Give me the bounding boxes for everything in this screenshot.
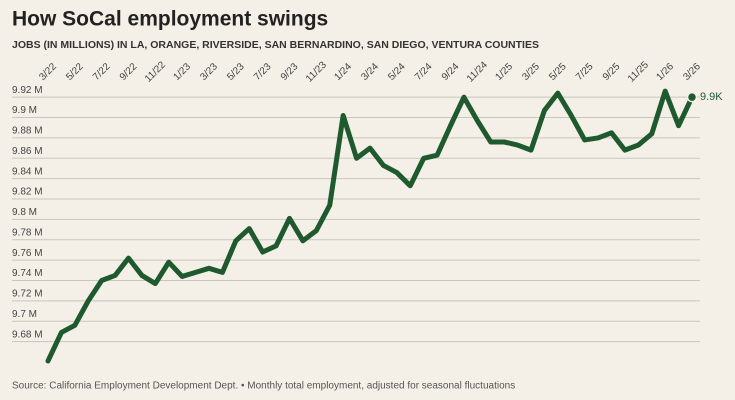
y-tick-label: 9.82 M — [12, 187, 43, 198]
x-tick-label: 11/22 — [143, 59, 168, 84]
x-tick-label: 7/24 — [413, 61, 435, 83]
y-tick-label: 9.84 M — [12, 166, 43, 177]
x-tick-label: 5/24 — [386, 61, 408, 83]
x-tick-label: 9/22 — [118, 61, 140, 83]
end-label: 9.9K — [700, 91, 723, 103]
y-tick-label: 9.86 M — [12, 146, 43, 157]
data-line — [45, 88, 695, 364]
x-tick-label: 5/23 — [225, 61, 247, 83]
y-tick-label: 9.78 M — [12, 227, 43, 238]
x-tick-label: 7/25 — [574, 61, 596, 83]
x-tick-label: 9/25 — [601, 61, 623, 83]
x-tick-label: 11/23 — [304, 59, 329, 84]
x-tick-label: 5/25 — [547, 61, 569, 83]
x-tick-label: 1/23 — [171, 61, 193, 83]
x-tick-label: 1/24 — [332, 61, 354, 83]
y-tick-label: 9.7 M — [12, 309, 37, 320]
x-tick-label: 11/25 — [626, 59, 651, 84]
y-tick-label: 9.74 M — [12, 268, 43, 279]
x-tick-label: 9/24 — [440, 61, 462, 83]
x-tick-label: 3/24 — [359, 61, 381, 83]
x-tick-label: 3/23 — [198, 61, 220, 83]
x-tick-label: 9/23 — [279, 61, 301, 83]
y-tick-label: 9.72 M — [12, 289, 43, 300]
x-tick-label: 7/23 — [252, 61, 274, 83]
x-tick-label: 3/26 — [681, 61, 703, 83]
y-tick-label: 9.76 M — [12, 248, 43, 259]
x-tick-label: 3/22 — [37, 61, 59, 83]
x-tick-label: 1/26 — [654, 61, 676, 83]
y-tick-label: 9.92 M — [12, 85, 43, 96]
y-tick-label: 9.9 M — [12, 105, 37, 116]
y-tick-label: 9.8 M — [12, 207, 37, 218]
y-tick-label: 9.68 M — [12, 329, 43, 340]
y-tick-label: 9.88 M — [12, 126, 43, 137]
chart-subtitle: JOBS (IN MILLIONS) IN LA, ORANGE, RIVERS… — [12, 39, 539, 51]
x-tick-label: 5/22 — [64, 61, 86, 83]
x-tick-label: 1/25 — [493, 61, 515, 83]
x-tick-label: 3/25 — [520, 61, 542, 83]
end-dot — [686, 91, 698, 103]
x-tick-label: 11/24 — [465, 59, 490, 84]
source-note: Source: California Employment Developmen… — [12, 381, 515, 392]
chart-title: How SoCal employment swings — [12, 8, 328, 31]
x-tick-label: 7/22 — [91, 61, 113, 83]
